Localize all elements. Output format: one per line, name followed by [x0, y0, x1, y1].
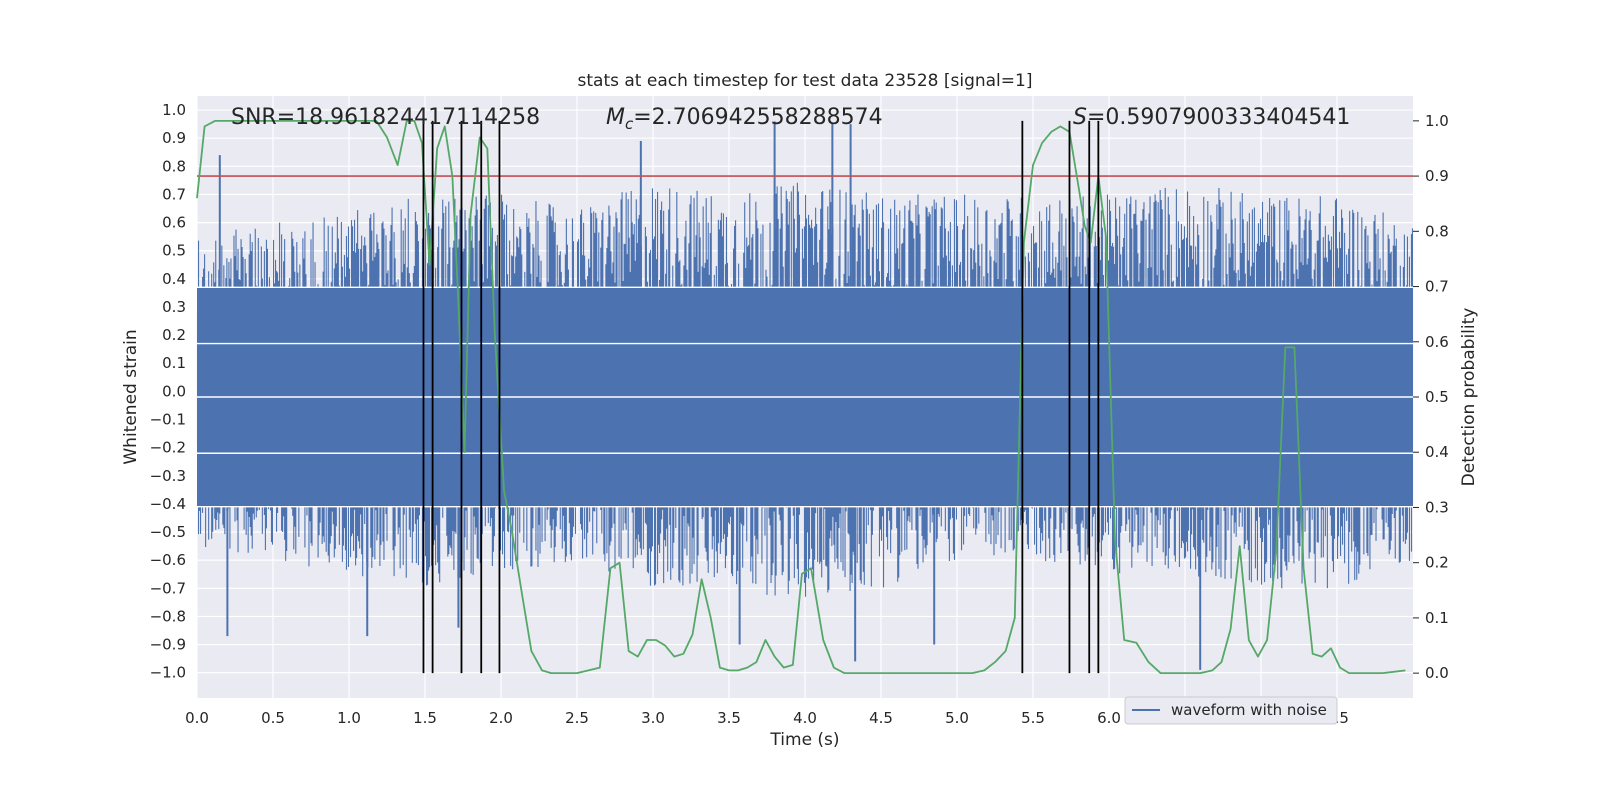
y-left-tick-label: 0.6 — [162, 214, 186, 232]
y-left-tick-label: 0.2 — [162, 326, 186, 344]
vertical-markers — [422, 120, 1100, 674]
y-right-tick-label: 0.6 — [1425, 333, 1449, 351]
y-left-tick-label: −0.4 — [150, 495, 186, 513]
probability-layer — [196, 119, 1406, 675]
x-tick-label: 1.0 — [337, 709, 361, 727]
waveform-series — [196, 121, 1414, 670]
y-left-tick-label: 0.8 — [162, 157, 186, 175]
mc-annotation: Mc=2.706942558288574 — [606, 105, 883, 133]
x-tick-label: 5.0 — [945, 709, 969, 727]
x-tick-label: 4.5 — [869, 709, 893, 727]
y-left-tick-label: 0.3 — [162, 298, 186, 316]
y-right-axis-label: Detection probability — [1459, 308, 1479, 487]
x-tick-label: 3.0 — [641, 709, 665, 727]
waveform-trace — [196, 182, 1414, 597]
x-tick-label: 2.0 — [489, 709, 513, 727]
y-left-tick-label: 0.1 — [162, 354, 186, 372]
y-left-tick-label: −0.3 — [150, 467, 186, 485]
x-axis-label: Time (s) — [769, 730, 839, 750]
y-left-tick-label: −0.9 — [150, 636, 186, 654]
s-annotation: S=0.5907900333404541 — [1073, 105, 1350, 130]
legend-box — [1124, 696, 1338, 725]
mc-symbol: M — [606, 105, 625, 130]
x-tick-label: 1.5 — [413, 709, 437, 727]
y-left-axis-label: Whitened strain — [121, 329, 141, 464]
y-left-tick-label: 0.9 — [162, 129, 186, 147]
y-left-tick-label: 0.5 — [162, 242, 186, 260]
y-left-tick-label: −0.1 — [150, 411, 186, 429]
y-left-tick-label: −0.5 — [150, 523, 186, 541]
legend-label: waveform with noise — [1171, 701, 1327, 719]
snr-annotation: SNR=18.961824417114258 — [231, 105, 540, 130]
y-right-tick-label: 0.1 — [1425, 609, 1449, 627]
s-value: =0.5907900333404541 — [1087, 105, 1350, 130]
y-right-tick-label: 0.5 — [1425, 388, 1449, 406]
legend: waveform with noise — [1124, 696, 1338, 725]
probability-line — [196, 119, 1406, 675]
y-left-tick-label: −0.2 — [150, 439, 186, 457]
x-tick-label: 4.0 — [793, 709, 817, 727]
mc-value: =2.706942558288574 — [633, 105, 882, 130]
y-left-tick-label: −1.0 — [150, 664, 186, 682]
y-left-tick-label: −0.6 — [150, 551, 186, 569]
y-left-tick-label: −0.7 — [150, 579, 186, 597]
y-right-tick-label: 0.3 — [1425, 498, 1449, 516]
y-left-tick-label: 0.4 — [162, 270, 186, 288]
y-right-tick-label: 0.8 — [1425, 222, 1449, 240]
y-right-tick-label: 1.0 — [1425, 112, 1449, 130]
x-tick-label: 0.0 — [185, 709, 209, 727]
y-left-tick-label: 0.7 — [162, 185, 186, 203]
x-tick-label: 6.0 — [1097, 709, 1121, 727]
y-right-tick-label: 0.9 — [1425, 167, 1449, 185]
x-tick-label: 0.5 — [261, 709, 285, 727]
y-left-tick-label: −0.8 — [150, 607, 186, 625]
y-right-tick-label: 0.4 — [1425, 443, 1449, 461]
s-symbol: S — [1073, 105, 1087, 130]
y-right-tick-label: 0.0 — [1425, 664, 1449, 682]
y-right-tick-labels: 1.0 0.9 0.8 0.7 0.6 0.5 0.4 0.3 0.2 0.1 0.0 — [1413, 112, 1449, 682]
mc-subscript: c — [625, 115, 634, 133]
y-left-tick-label: 0.0 — [162, 382, 186, 400]
x-tick-label: 3.5 — [717, 709, 741, 727]
chart-title: stats at each timestep for test data 235… — [578, 71, 1033, 91]
x-tick-label: 5.5 — [1021, 709, 1045, 727]
y-left-tick-label: 1.0 — [162, 101, 186, 119]
y-right-tick-label: 0.7 — [1425, 278, 1449, 296]
x-tick-label: 2.5 — [565, 709, 589, 727]
y-right-tick-label: 0.2 — [1425, 554, 1449, 572]
y-left-tick-labels: 1.0 0.9 0.8 0.7 0.6 0.5 0.4 0.3 0.2 0.1 0.0 −0.1 −0.… — [150, 101, 186, 682]
